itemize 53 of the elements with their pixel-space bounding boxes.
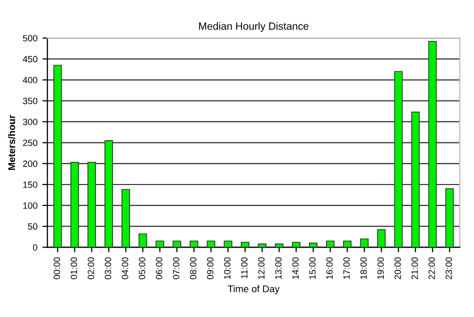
- x-tick-label: 21:00: [412, 257, 418, 280]
- x-tick-label: 17:00: [343, 257, 350, 279]
- bar: [258, 243, 266, 248]
- x-tick-label: 04:00: [122, 257, 128, 280]
- x-tick-label: 16:00: [326, 257, 333, 279]
- y-tick-label: 100: [23, 202, 38, 209]
- x-tick-label: 11:00: [241, 257, 248, 278]
- bar: [360, 238, 369, 248]
- y-axis-title: Meters/hour: [8, 114, 16, 170]
- bar: [206, 240, 216, 248]
- x-tick-label: 22:00: [428, 257, 435, 280]
- bar: [172, 240, 182, 248]
- bar: [377, 229, 386, 248]
- y-tick-label: 500: [22, 35, 38, 42]
- x-tick-label: 18:00: [360, 257, 367, 279]
- x-tick-label: 07:00: [172, 257, 180, 280]
- bar: [240, 242, 250, 248]
- y-tick-label: 200: [23, 160, 38, 167]
- y-tick-label: 250: [23, 140, 38, 146]
- y-tick-label: 150: [23, 181, 38, 188]
- x-tick-label: 03:00: [104, 257, 112, 280]
- bar: [292, 242, 300, 248]
- x-tick-label: 09:00: [207, 257, 214, 280]
- x-tick-label: 14:00: [292, 257, 299, 279]
- y-tick-label: 400: [22, 76, 38, 84]
- y-tick-label: 300: [22, 118, 38, 126]
- x-tick-label: 08:00: [190, 257, 196, 280]
- x-tick-label: 10:00: [224, 257, 230, 279]
- y-tick-label: 350: [22, 98, 38, 104]
- x-axis-title: Time of Day: [228, 285, 280, 294]
- bar: [138, 233, 148, 248]
- x-tick-label: 01:00: [70, 257, 78, 280]
- y-tick-label: 50: [28, 223, 38, 230]
- chart-title: Median Hourly Distance: [199, 22, 308, 32]
- x-tick-label: 02:00: [88, 257, 94, 280]
- x-tick-label: 15:00: [309, 257, 316, 279]
- x-tick-label: 23:00: [446, 257, 452, 280]
- bar: [308, 242, 318, 248]
- bar: [224, 240, 232, 248]
- bar: [326, 240, 335, 248]
- bar: [343, 240, 352, 248]
- x-tick-label: 00:00: [54, 257, 60, 280]
- y-tick-label: 0: [33, 244, 38, 251]
- x-tick-label: 12:00: [258, 257, 265, 279]
- bar: [190, 240, 198, 248]
- x-tick-label: 19:00: [377, 257, 384, 279]
- x-tick-label: 06:00: [156, 257, 162, 280]
- x-tick-label: 05:00: [138, 257, 146, 280]
- bar: [274, 243, 284, 248]
- bar: [156, 240, 164, 248]
- y-tick-label: 450: [22, 56, 38, 62]
- x-tick-label: 20:00: [394, 257, 401, 280]
- x-tick-label: 13:00: [275, 257, 282, 279]
